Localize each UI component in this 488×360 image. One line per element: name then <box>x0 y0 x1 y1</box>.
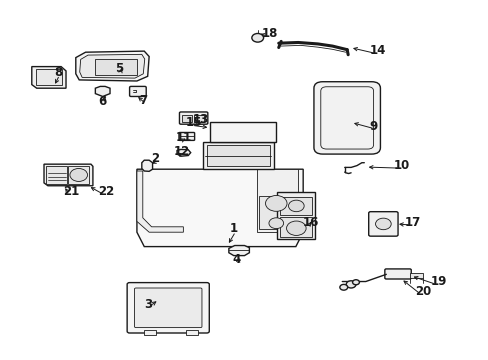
Text: 15: 15 <box>185 116 202 129</box>
Bar <box>280 197 312 215</box>
Polygon shape <box>80 54 144 78</box>
Text: 14: 14 <box>368 44 385 57</box>
Circle shape <box>70 168 87 181</box>
Circle shape <box>346 281 355 288</box>
Bar <box>277 192 315 239</box>
Circle shape <box>375 218 390 230</box>
FancyBboxPatch shape <box>384 269 410 279</box>
Text: 19: 19 <box>429 275 446 288</box>
Bar <box>210 122 276 142</box>
Text: 10: 10 <box>393 159 409 172</box>
Text: 12: 12 <box>173 145 189 158</box>
FancyBboxPatch shape <box>129 86 146 96</box>
Text: 6: 6 <box>98 95 106 108</box>
Text: 17: 17 <box>404 216 420 229</box>
Text: 22: 22 <box>98 185 114 198</box>
Bar <box>194 115 203 122</box>
Text: 4: 4 <box>232 253 240 266</box>
FancyBboxPatch shape <box>127 283 209 333</box>
Bar <box>206 145 269 166</box>
Bar <box>46 166 67 184</box>
Polygon shape <box>137 171 183 232</box>
Text: 16: 16 <box>303 216 319 229</box>
FancyBboxPatch shape <box>368 212 397 236</box>
Circle shape <box>339 284 347 290</box>
Text: 8: 8 <box>54 66 62 78</box>
Bar <box>143 330 156 335</box>
Bar <box>256 169 298 232</box>
Bar <box>185 330 198 335</box>
Bar <box>182 115 192 122</box>
Circle shape <box>251 33 263 42</box>
Text: 11: 11 <box>176 131 192 144</box>
Polygon shape <box>177 149 190 156</box>
Text: 13: 13 <box>193 113 209 126</box>
Text: 21: 21 <box>63 185 80 198</box>
Circle shape <box>288 200 304 212</box>
Bar <box>254 34 261 37</box>
Circle shape <box>352 280 359 285</box>
Text: 9: 9 <box>368 120 377 132</box>
FancyBboxPatch shape <box>179 132 194 140</box>
Text: 20: 20 <box>414 285 430 298</box>
Circle shape <box>286 221 305 235</box>
Polygon shape <box>142 160 152 171</box>
Polygon shape <box>137 169 303 247</box>
Bar <box>409 273 423 278</box>
Polygon shape <box>228 246 249 256</box>
Text: 18: 18 <box>261 27 277 40</box>
Circle shape <box>265 195 286 211</box>
Polygon shape <box>32 67 66 88</box>
Text: 7: 7 <box>139 94 147 107</box>
Text: 3: 3 <box>144 298 152 311</box>
Polygon shape <box>76 51 149 81</box>
Polygon shape <box>44 164 93 186</box>
Bar <box>203 142 273 169</box>
Circle shape <box>268 218 283 229</box>
FancyBboxPatch shape <box>313 82 380 154</box>
Polygon shape <box>95 86 110 96</box>
Text: 2: 2 <box>151 152 160 165</box>
Bar <box>36 69 62 85</box>
Bar <box>95 59 137 75</box>
Text: 5: 5 <box>115 62 123 75</box>
FancyBboxPatch shape <box>179 112 207 124</box>
Bar <box>68 166 89 184</box>
Bar <box>280 217 312 237</box>
FancyBboxPatch shape <box>134 288 202 328</box>
Bar <box>259 196 295 229</box>
Text: 1: 1 <box>229 222 238 235</box>
